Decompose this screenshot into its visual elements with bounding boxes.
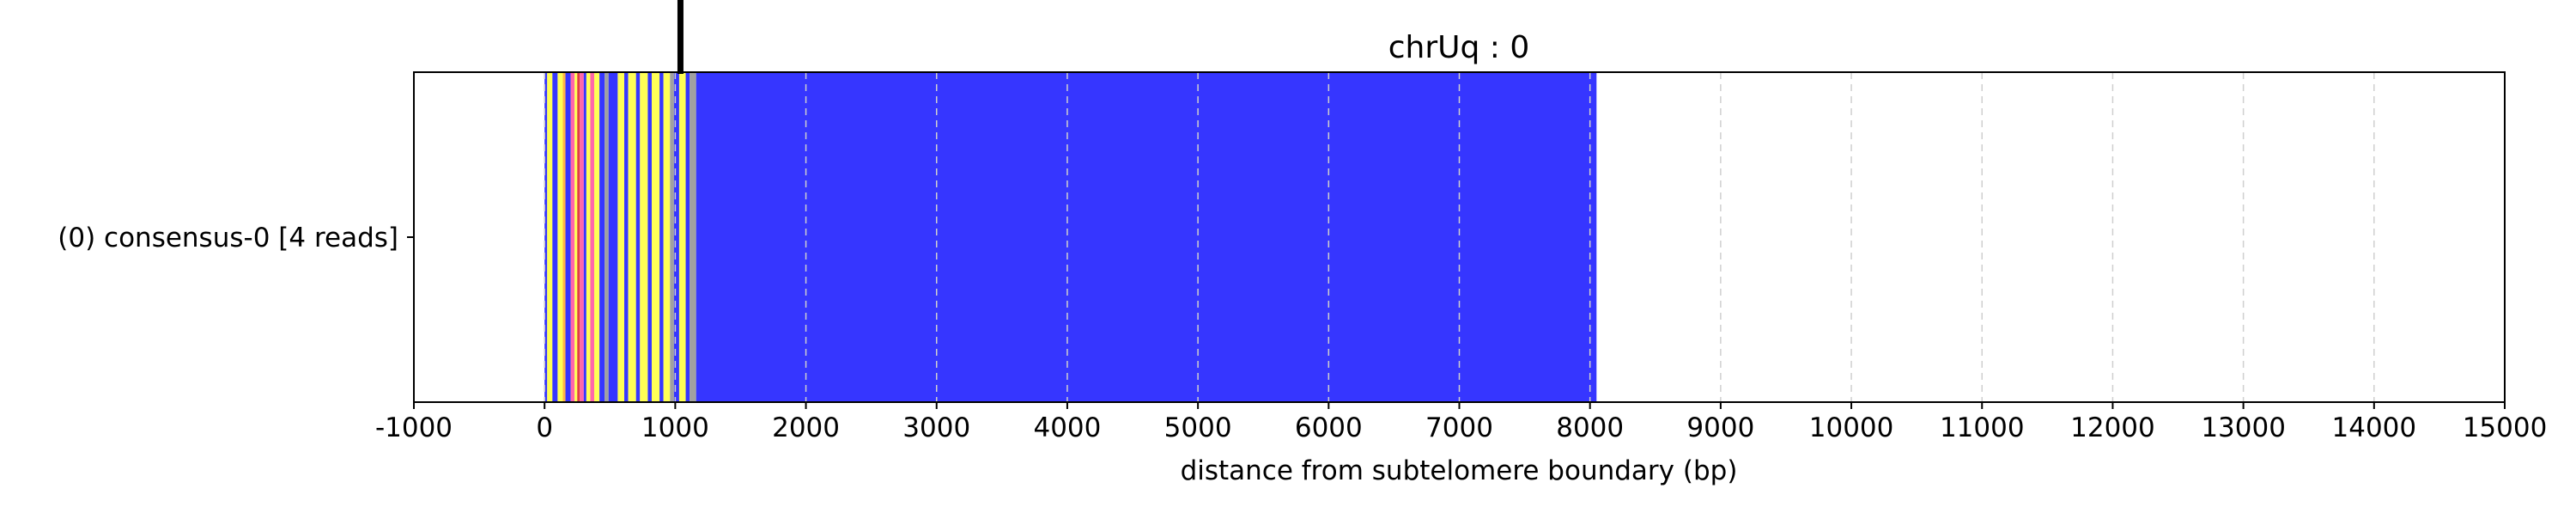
segment-30 bbox=[690, 72, 696, 402]
row-label: (0) consensus-0 [4 reads] bbox=[58, 223, 398, 253]
x-tick-label-11: 10000 bbox=[1809, 412, 1894, 443]
x-tick-label-3: 2000 bbox=[772, 412, 840, 443]
segment-24 bbox=[659, 72, 664, 402]
segment-1 bbox=[547, 72, 553, 402]
segment-14 bbox=[599, 72, 605, 402]
segment-29 bbox=[685, 72, 690, 402]
segment-4 bbox=[562, 72, 566, 402]
segment-10 bbox=[583, 72, 586, 402]
segment-15 bbox=[605, 72, 609, 402]
segment-9 bbox=[580, 72, 584, 402]
segment-7 bbox=[574, 72, 578, 402]
segments-layer bbox=[544, 72, 1597, 402]
segment-25 bbox=[663, 72, 671, 402]
x-tick-label-0: -1000 bbox=[375, 412, 453, 443]
x-tick-label-15: 14000 bbox=[2332, 412, 2417, 443]
x-axis-label: distance from subtelomere boundary (bp) bbox=[1181, 455, 1738, 486]
x-tick-label-8: 7000 bbox=[1425, 412, 1493, 443]
x-tick-label-4: 3000 bbox=[902, 412, 970, 443]
segment-0 bbox=[544, 72, 548, 402]
segment-6 bbox=[570, 72, 575, 402]
segment-2 bbox=[552, 72, 558, 402]
segment-11 bbox=[586, 72, 591, 402]
segment-17 bbox=[617, 72, 625, 402]
segment-31 bbox=[696, 72, 1597, 402]
x-tick-label-13: 12000 bbox=[2070, 412, 2155, 443]
x-tick-label-9: 8000 bbox=[1556, 412, 1624, 443]
segment-3 bbox=[557, 72, 563, 402]
chart-title: chrUq : 0 bbox=[1388, 30, 1530, 65]
x-tick-label-7: 6000 bbox=[1295, 412, 1363, 443]
x-tick-label-14: 13000 bbox=[2201, 412, 2286, 443]
segment-26 bbox=[670, 72, 674, 402]
segment-23 bbox=[651, 72, 660, 402]
x-tick-label-5: 4000 bbox=[1033, 412, 1101, 443]
segment-5 bbox=[565, 72, 571, 402]
segment-27 bbox=[673, 72, 679, 402]
x-tick-label-16: 15000 bbox=[2463, 412, 2548, 443]
x-tick-label-1: 0 bbox=[536, 412, 553, 443]
segment-20 bbox=[635, 72, 641, 402]
segment-28 bbox=[678, 72, 686, 402]
x-tick-label-10: 9000 bbox=[1686, 412, 1754, 443]
x-tick-label-6: 5000 bbox=[1164, 412, 1232, 443]
segment-19 bbox=[628, 72, 636, 402]
x-tick-label-2: 1000 bbox=[641, 412, 709, 443]
x-ticks: -1000 0 1000 2000 3000 4000 5000 6000 7000 8000 90… bbox=[375, 402, 2547, 443]
x-tick-label-12: 11000 bbox=[1940, 412, 2025, 443]
grid-layer bbox=[544, 72, 2375, 402]
segment-12 bbox=[590, 72, 595, 402]
segment-16 bbox=[608, 72, 618, 402]
segment-8 bbox=[577, 72, 580, 402]
segment-18 bbox=[624, 72, 629, 402]
segment-22 bbox=[647, 72, 652, 402]
segment-13 bbox=[594, 72, 600, 402]
segment-21 bbox=[640, 72, 648, 402]
